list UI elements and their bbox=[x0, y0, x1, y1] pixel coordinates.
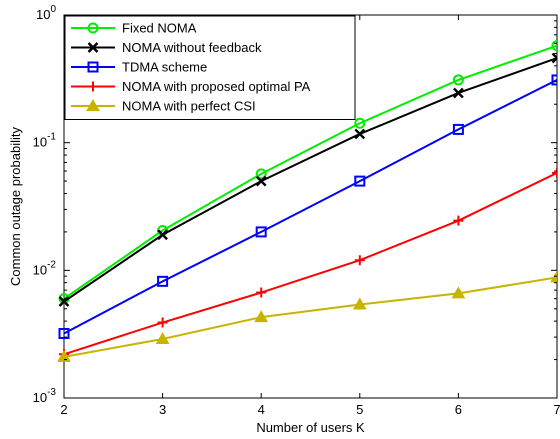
plot-border bbox=[63, 14, 558, 399]
data-point bbox=[354, 117, 366, 129]
data-point bbox=[87, 22, 99, 34]
data-point bbox=[453, 215, 464, 226]
data-point bbox=[255, 226, 267, 238]
data-point bbox=[87, 42, 99, 53]
y-tick-label: 10-1 bbox=[33, 132, 57, 150]
data-point bbox=[451, 286, 466, 299]
y-tick-label: 10-2 bbox=[33, 259, 57, 277]
data-point bbox=[453, 87, 464, 99]
data-point bbox=[256, 287, 267, 298]
series-line bbox=[63, 79, 557, 335]
series-line bbox=[63, 276, 557, 358]
x-tick-label: 3 bbox=[159, 402, 166, 417]
data-point bbox=[58, 328, 70, 340]
data-point bbox=[551, 52, 557, 64]
data-point bbox=[87, 61, 99, 73]
x-tick-label: 2 bbox=[60, 402, 67, 417]
data-point bbox=[452, 123, 464, 135]
data-point bbox=[254, 310, 269, 323]
data-point bbox=[255, 175, 267, 187]
data-point bbox=[255, 168, 267, 180]
data-point bbox=[352, 297, 367, 310]
legend-label: NOMA with proposed optimal PA bbox=[122, 79, 311, 94]
data-point bbox=[552, 167, 557, 178]
series-noma-with-perfect-csi bbox=[57, 270, 557, 362]
data-point bbox=[452, 74, 464, 86]
data-point bbox=[354, 128, 366, 140]
legend-item: NOMA with perfect CSI bbox=[71, 99, 256, 114]
data-point bbox=[354, 175, 366, 187]
x-tick-label: 7 bbox=[553, 402, 560, 417]
data-point bbox=[57, 349, 71, 362]
legend-item: TDMA scheme bbox=[71, 60, 207, 75]
x-tick-label: 4 bbox=[258, 402, 265, 417]
data-point bbox=[157, 317, 168, 328]
series-line bbox=[63, 44, 557, 300]
series-tdma-scheme bbox=[58, 74, 557, 340]
data-series bbox=[57, 40, 557, 362]
legend-label: Fixed NOMA bbox=[122, 21, 197, 36]
series-noma-without-feedback bbox=[58, 52, 557, 307]
series-line bbox=[63, 171, 557, 356]
x-tick-label: 6 bbox=[455, 402, 462, 417]
legend: Fixed NOMA NOMA without feedback TDMA sche… bbox=[64, 15, 356, 120]
legend-label: NOMA with perfect CSI bbox=[122, 99, 256, 114]
y-tick-label: 10-3 bbox=[33, 387, 57, 405]
data-point bbox=[157, 229, 168, 241]
x-axis-title: Number of users K bbox=[256, 420, 365, 435]
legend-item: Fixed NOMA bbox=[71, 21, 197, 36]
data-point bbox=[551, 74, 557, 86]
legend-label: NOMA without feedback bbox=[122, 40, 262, 55]
y-axis-title: Common outage probability bbox=[8, 127, 23, 286]
legend-label: TDMA scheme bbox=[122, 60, 207, 75]
data-point bbox=[155, 331, 170, 344]
x-tick-label: 5 bbox=[356, 402, 363, 417]
data-point bbox=[354, 255, 365, 266]
legend-item: NOMA with proposed optimal PA bbox=[71, 79, 311, 94]
legend-item: NOMA without feedback bbox=[71, 40, 262, 55]
series-line bbox=[63, 57, 557, 303]
data-point bbox=[157, 275, 169, 287]
data-point bbox=[88, 81, 98, 92]
data-point bbox=[86, 98, 100, 111]
y-tick-label: 100 bbox=[36, 4, 56, 22]
data-point bbox=[551, 40, 557, 52]
